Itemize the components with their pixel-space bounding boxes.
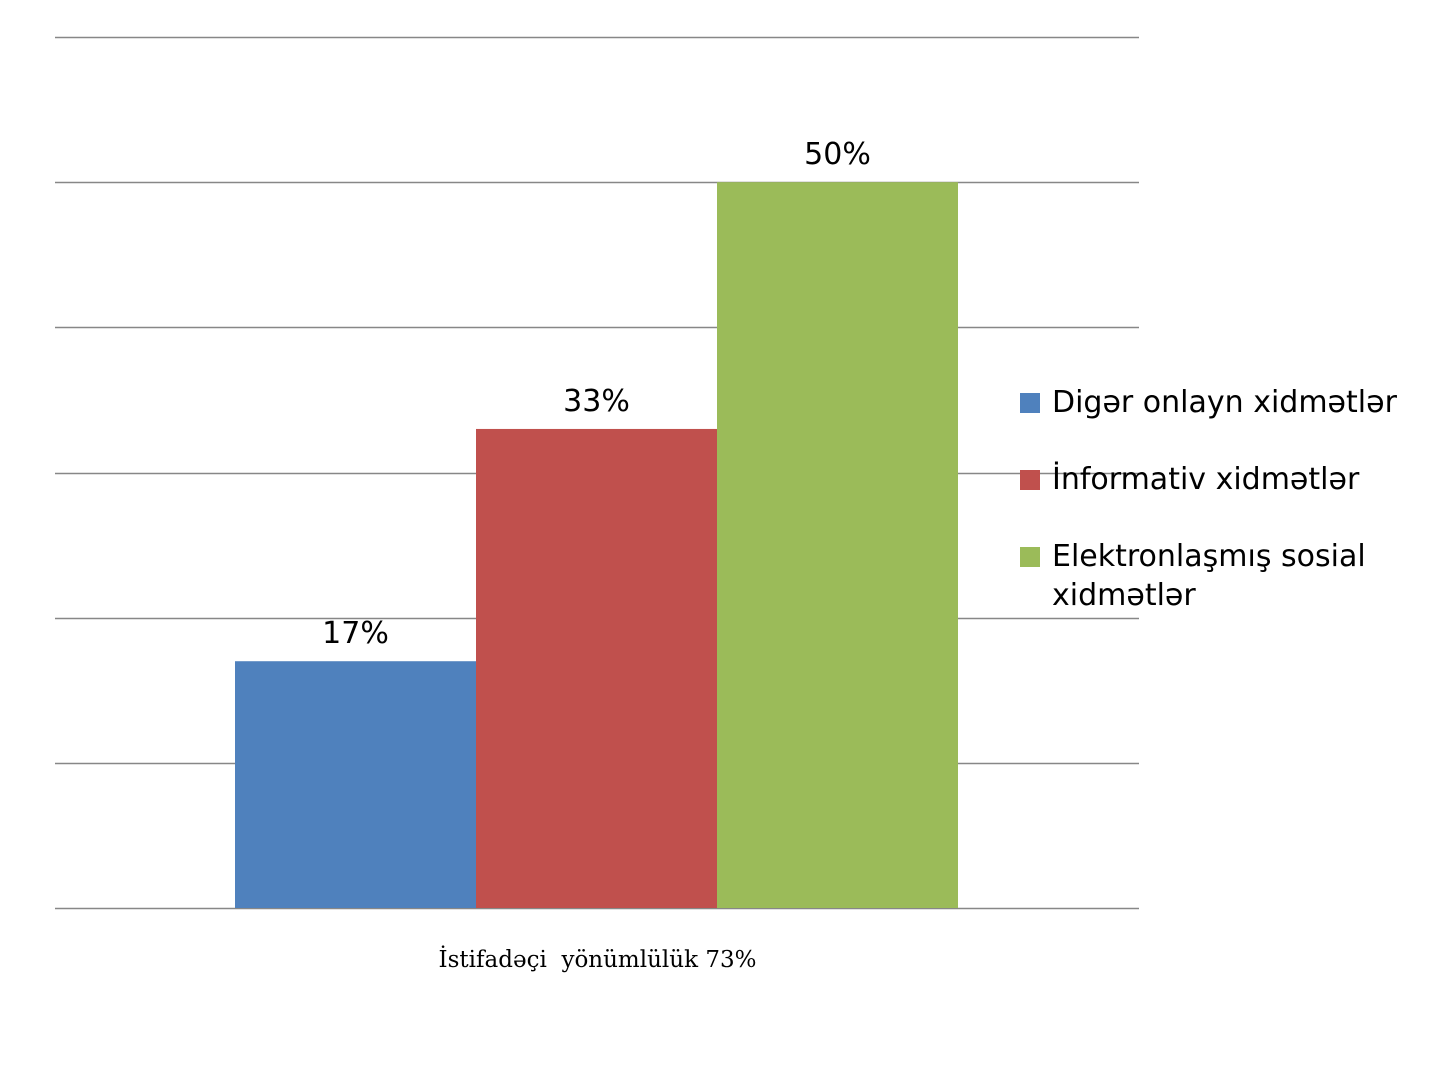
legend-item-3: Elektronlaşmış sosial xidmətlər — [1020, 537, 1420, 615]
legend-item-1: Digər onlayn xidmətlər — [1020, 383, 1420, 422]
data-label-1: 17% — [322, 616, 389, 651]
legend-label-1: Digər onlayn xidmətlər — [1052, 385, 1397, 420]
legend-item-2: İnformativ xidmətlər — [1020, 460, 1420, 499]
data-label-3: 50% — [804, 137, 871, 172]
bar-2 — [476, 428, 717, 908]
legend-swatch-3 — [1020, 547, 1040, 567]
x-category-label: İstifadəçi yönümlülük 73% — [438, 947, 757, 973]
bar-3 — [717, 182, 958, 908]
legend: Digər onlayn xidmətlər İnformativ xidmət… — [1020, 383, 1420, 653]
legend-swatch-2 — [1020, 470, 1040, 490]
legend-swatch-1 — [1020, 393, 1040, 413]
legend-label-3: Elektronlaşmış sosial xidmətlər — [1052, 539, 1366, 613]
bars — [235, 182, 958, 908]
legend-label-2: İnformativ xidmətlər — [1052, 462, 1360, 497]
bar-1 — [235, 661, 476, 908]
data-label-2: 33% — [563, 384, 630, 419]
data-labels: 17% 33% 50% — [322, 137, 871, 651]
